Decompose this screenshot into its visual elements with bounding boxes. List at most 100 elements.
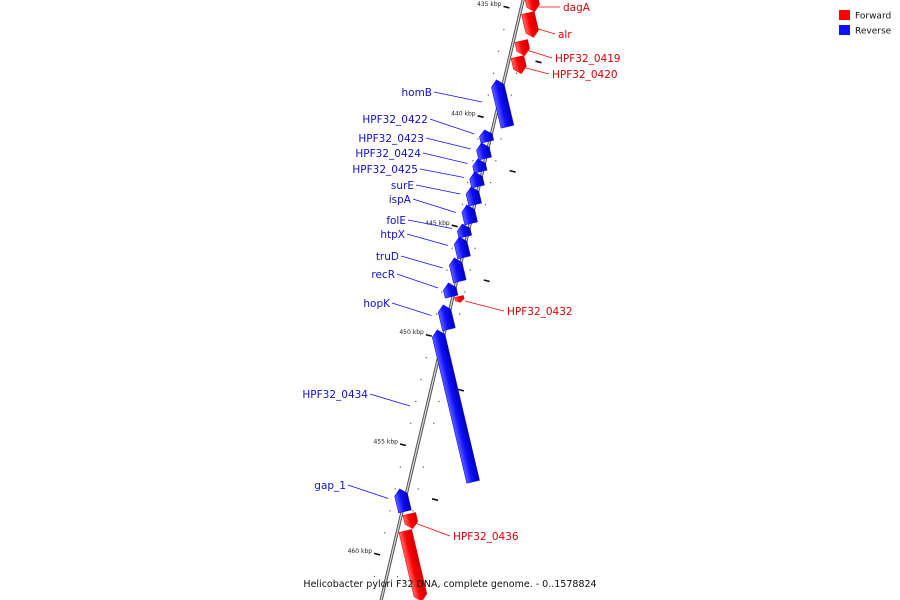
gene-feature[interactable]: [431, 328, 480, 484]
gene-label-hpf32-0419[interactable]: HPF32_0419: [555, 53, 621, 65]
forward-gene-arrow: [398, 529, 428, 600]
minor-tick-dot: [472, 160, 474, 162]
gene-feature[interactable]: [521, 11, 540, 39]
label-leader: [533, 27, 556, 35]
minor-tick-dot: [384, 532, 386, 534]
gene-feature[interactable]: [437, 303, 456, 332]
gene-label-recr[interactable]: recR: [371, 269, 395, 281]
legend-label-reverse: Reverse: [855, 27, 892, 37]
label-leader: [425, 137, 471, 150]
gene-feature[interactable]: [393, 487, 412, 514]
gene-feature[interactable]: [468, 170, 485, 189]
gene-label-hpf32-0423[interactable]: HPF32_0423: [358, 133, 424, 145]
gene-feature[interactable]: [514, 39, 531, 58]
gene-label-homb[interactable]: homB: [401, 87, 432, 99]
gene-label-hpf32-0436[interactable]: HPF32_0436: [453, 531, 519, 543]
minor-tick-dot: [495, 160, 497, 162]
minor-tick-dot: [415, 400, 417, 403]
gene-label-alr[interactable]: alr: [558, 29, 572, 41]
gene-feature[interactable]: [490, 78, 515, 129]
gene-label-fole[interactable]: folE: [386, 215, 406, 227]
reverse-gene-arrow: [461, 204, 478, 226]
gene-feature[interactable]: [456, 222, 473, 239]
label-leader: [400, 255, 443, 269]
label-leader: [422, 152, 468, 164]
label-leader: [369, 393, 411, 407]
reverse-gene-arrow: [469, 171, 485, 189]
gene-label-ispa[interactable]: ispA: [389, 194, 412, 206]
major-tick: [503, 5, 510, 9]
gene-label-hopk[interactable]: hopK: [363, 298, 391, 310]
reverse-gene-arrow: [479, 129, 495, 144]
gene-feature[interactable]: [465, 185, 482, 207]
gene-label-trud[interactable]: truD: [376, 251, 399, 263]
gene-feature[interactable]: [398, 529, 428, 600]
scale-tick-label: 455 kbp: [373, 439, 398, 446]
label-leader: [415, 184, 461, 195]
major-tick: [425, 333, 433, 337]
legend-label-forward: Forward: [855, 12, 891, 22]
minor-tick-dot: [417, 488, 419, 490]
forward-gene-arrow: [514, 39, 530, 57]
gene-label-hpf32-0432[interactable]: HPF32_0432: [507, 306, 573, 318]
reverse-gene-arrow: [465, 186, 482, 207]
minor-tick-dot: [373, 575, 376, 578]
gene-label-hpf32-0424[interactable]: HPF32_0424: [355, 148, 421, 160]
major-tick: [399, 443, 407, 447]
gene-label-hpf32-0420[interactable]: HPF32_0420: [552, 69, 618, 81]
label-leader-lines: [347, 6, 560, 537]
gene-feature[interactable]: [475, 141, 492, 161]
reverse-gene-arrow: [443, 282, 459, 299]
gene-feature[interactable]: [402, 512, 419, 531]
gene-label-htpx[interactable]: htpX: [380, 229, 405, 241]
label-leader: [464, 300, 505, 312]
minor-tick-dot: [492, 72, 495, 74]
gene-feature[interactable]: [471, 157, 488, 174]
gene-feature[interactable]: [478, 128, 495, 144]
label-leader: [396, 273, 439, 289]
mid-tick: [431, 498, 439, 502]
minor-tick-dot: [458, 313, 461, 315]
label-leader: [429, 118, 475, 135]
gene-label-hpf32-0425[interactable]: HPF32_0425: [352, 164, 418, 176]
scale-tick-label: 460 kbp: [348, 548, 373, 555]
gene-feature[interactable]: [453, 235, 471, 260]
forward-gene-arrow: [402, 512, 419, 530]
minor-tick-dot: [487, 94, 489, 96]
gene-feature[interactable]: [448, 256, 467, 284]
minor-tick-dot: [461, 203, 464, 206]
gene-label-gap-1[interactable]: gap_1: [314, 480, 346, 492]
reverse-gene-arrow: [394, 488, 412, 514]
minor-tick-dot: [498, 50, 500, 52]
minor-tick-dot: [433, 422, 435, 424]
scale-minor-dots: [373, 28, 542, 578]
major-tick: [373, 552, 381, 556]
gene-label-hpf32-0434[interactable]: HPF32_0434: [302, 389, 368, 401]
legend: Forward Reverse: [839, 10, 892, 37]
gene-feature[interactable]: [442, 281, 459, 299]
minor-tick-dot: [515, 72, 518, 74]
gene-feature[interactable]: [524, 0, 541, 13]
label-leader: [391, 302, 432, 316]
gene-label-daga[interactable]: dagA: [563, 2, 591, 14]
forward-gene-arrow: [454, 295, 465, 303]
legend-swatch-reverse: [839, 25, 850, 35]
scale-tick-label: 440 kbp: [451, 110, 476, 117]
reverse-gene-arrow: [491, 79, 515, 129]
gene-feature[interactable]: [510, 55, 528, 76]
minor-tick-dot: [435, 313, 438, 315]
forward-gene-arrow: [521, 11, 539, 38]
gene-feature[interactable]: [454, 295, 465, 303]
scale-ticks: 435 kbp 440 kbp 445 kbp 450 kbp 455 kbp 460 k…: [348, 1, 510, 556]
gene-label-hpf32-0422[interactable]: HPF32_0422: [362, 114, 428, 126]
gene-labels: dagA alr HPF32_0419 HPF32_0420 homB HPF32_042…: [302, 2, 620, 543]
minor-tick-dot: [500, 138, 502, 140]
legend-swatch-forward: [839, 10, 850, 20]
minor-tick-dot: [412, 510, 414, 512]
gene-feature[interactable]: [460, 203, 478, 226]
reverse-gene-arrow: [431, 329, 480, 484]
gene-label-sure[interactable]: surE: [391, 180, 414, 192]
minor-tick-dot: [503, 28, 505, 31]
forward-gene-arrow: [510, 55, 527, 74]
gene-features: [393, 0, 541, 600]
